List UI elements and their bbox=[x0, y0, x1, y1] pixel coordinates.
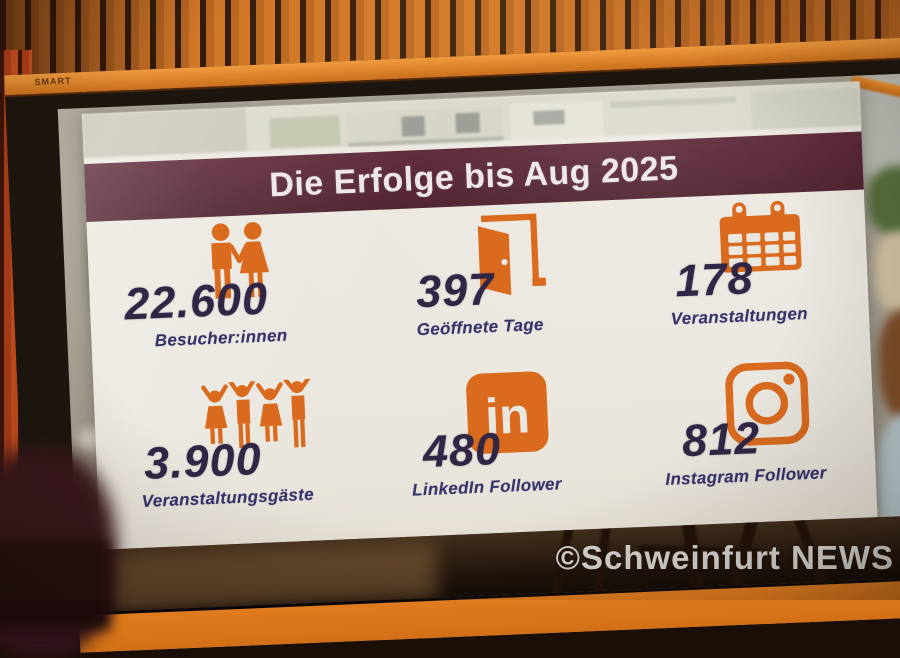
presentation-slide: Die Erfolge bis Aug 2025 bbox=[81, 81, 878, 550]
stats-grid: 22.600 Besucher:innen 397 Geöffnete Tage bbox=[87, 193, 878, 545]
couple-icon bbox=[200, 220, 275, 301]
svg-text:in: in bbox=[484, 386, 531, 445]
open-door-icon bbox=[456, 209, 550, 299]
calendar-icon bbox=[715, 198, 806, 276]
stat-value: 178 bbox=[674, 252, 755, 307]
smart-board-screen: SMART Die Erfolge bis Aug 2025 bbox=[4, 37, 900, 655]
beige-chair bbox=[871, 230, 900, 314]
instagram-icon bbox=[722, 358, 814, 450]
stat-event-guests: 3.900 Veranstaltungsgäste bbox=[93, 375, 359, 546]
stat-visitors: 22.600 Besucher:innen bbox=[87, 215, 353, 386]
stat-value: 812 bbox=[681, 412, 762, 467]
stat-events: 178 Veranstaltungen bbox=[605, 193, 871, 364]
linkedin-icon: in bbox=[464, 369, 551, 456]
potted-plant bbox=[866, 164, 900, 238]
stat-linkedin: in 480 LinkedIn Follower bbox=[352, 364, 618, 535]
device-brand-logo: SMART bbox=[34, 75, 72, 88]
stat-value: 480 bbox=[421, 422, 503, 478]
foreground-chair-blur bbox=[0, 540, 110, 630]
photo-watermark: ©Schweinfurt NEWS bbox=[555, 539, 894, 576]
cheering-people-icon bbox=[198, 378, 313, 457]
stat-instagram: 812 Instagram Follower bbox=[612, 353, 878, 524]
screen-display-area: Die Erfolge bis Aug 2025 bbox=[57, 73, 900, 653]
wooden-table bbox=[876, 308, 900, 421]
stat-value: 397 bbox=[415, 263, 496, 318]
stat-value: 3.900 bbox=[143, 432, 263, 489]
stat-open-days: 397 Geöffnete Tage bbox=[346, 204, 612, 375]
stat-value: 22.600 bbox=[123, 272, 270, 330]
